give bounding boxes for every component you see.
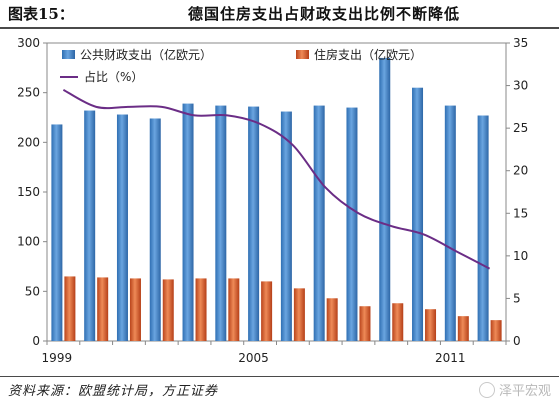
- source-divider: [0, 376, 559, 377]
- bar-public-expenditure: [51, 124, 63, 341]
- left-axis-tick-label: 250: [17, 86, 40, 100]
- right-axis-tick-label: 10: [513, 249, 528, 263]
- left-axis-tick-label: 300: [17, 36, 40, 50]
- legend-label-housing: 住房支出（亿欧元）: [314, 47, 422, 62]
- right-axis-tick-label: 30: [513, 79, 528, 93]
- bar-housing-expenditure: [457, 316, 469, 341]
- chart-area: 0 50 100 150 200 250 300 0 5 10 15 20 25 30 35 1999 2005…: [0, 30, 559, 375]
- right-axis-tick-label: 20: [513, 164, 528, 178]
- line-housing-share: [62, 88, 491, 270]
- bar-housing-expenditure: [195, 278, 207, 341]
- bar-housing-expenditure: [392, 303, 404, 341]
- bar-housing-expenditure: [490, 320, 502, 341]
- bar-housing-expenditure: [64, 276, 76, 341]
- bar-public-expenditure: [346, 107, 358, 341]
- bar-housing-expenditure: [97, 277, 109, 341]
- watermark-text: 泽平宏观: [498, 384, 551, 399]
- right-axis-tick-label: 35: [513, 36, 528, 50]
- figure-title: 图表15： 德国住房支出占财政支出比例不断降低: [0, 0, 559, 26]
- bar-public-expenditure: [313, 105, 325, 341]
- x-axis-tick-label: 2011: [435, 351, 466, 365]
- bar-public-expenditure: [182, 103, 194, 342]
- bar-public-expenditure: [248, 106, 260, 341]
- bar-public-expenditure: [379, 57, 391, 342]
- left-axis-tick-label: 150: [17, 185, 40, 199]
- bar-public-expenditure: [215, 105, 227, 341]
- bar-line-chart: 0 50 100 150 200 250 300 0 5 10 15 20 25 30 35 1999 2005…: [17, 36, 528, 365]
- bar-public-expenditure: [116, 114, 128, 342]
- legend-label-share: 占比（%）: [84, 69, 143, 84]
- wechat-icon: [478, 382, 495, 398]
- bar-housing-expenditure: [129, 278, 141, 341]
- legend-swatch-public: [62, 50, 75, 59]
- plot-frame: [46, 42, 507, 342]
- right-axis-tick-label: 15: [513, 206, 528, 220]
- left-axis-tick-label: 50: [25, 284, 40, 298]
- x-axis-tick-label: 1999: [42, 351, 73, 365]
- left-axis-tick-label: 100: [17, 235, 40, 249]
- bar-housing-expenditure: [293, 288, 305, 341]
- legend-label-public: 公共财政支出（亿欧元）: [80, 47, 212, 62]
- right-axis-tick-label: 25: [513, 121, 528, 135]
- bar-public-expenditure: [149, 118, 161, 341]
- bar-public-expenditure: [84, 110, 96, 342]
- watermark: 泽平宏观: [478, 380, 551, 399]
- bar-housing-expenditure: [228, 278, 240, 341]
- bar-public-expenditure: [444, 105, 456, 341]
- right-axis-tick-label: 5: [513, 291, 521, 305]
- x-axis-tick-label: 2005: [238, 351, 269, 365]
- left-axis-tick-label: 0: [32, 334, 40, 348]
- chart-title: 德国住房支出占财政支出比例不断降低: [188, 5, 461, 23]
- bar-housing-expenditure: [326, 298, 338, 341]
- bar-housing-expenditure: [425, 309, 437, 341]
- left-axis-tick-label: 200: [17, 135, 40, 149]
- figure-label: 图表15：: [8, 5, 74, 23]
- bar-public-expenditure: [280, 111, 292, 341]
- right-axis-tick-label: 0: [513, 334, 521, 348]
- bar-housing-expenditure: [162, 279, 174, 341]
- legend-swatch-housing: [296, 50, 309, 59]
- bar-public-expenditure: [477, 115, 489, 341]
- title-divider: [0, 27, 559, 29]
- source-note: 资料来源：欧盟统计局，方正证券: [8, 384, 219, 399]
- bar-public-expenditure: [412, 87, 424, 341]
- bar-housing-expenditure: [261, 281, 273, 341]
- bar-housing-expenditure: [359, 306, 371, 341]
